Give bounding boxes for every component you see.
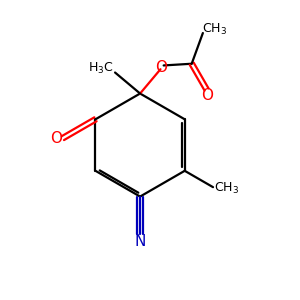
Text: O: O [155, 60, 167, 75]
Text: CH$_3$: CH$_3$ [214, 181, 239, 196]
Text: O: O [202, 88, 214, 103]
Text: N: N [134, 234, 146, 249]
Text: H$_3$C: H$_3$C [88, 61, 114, 76]
Text: CH$_3$: CH$_3$ [202, 22, 227, 37]
Text: O: O [50, 130, 62, 146]
